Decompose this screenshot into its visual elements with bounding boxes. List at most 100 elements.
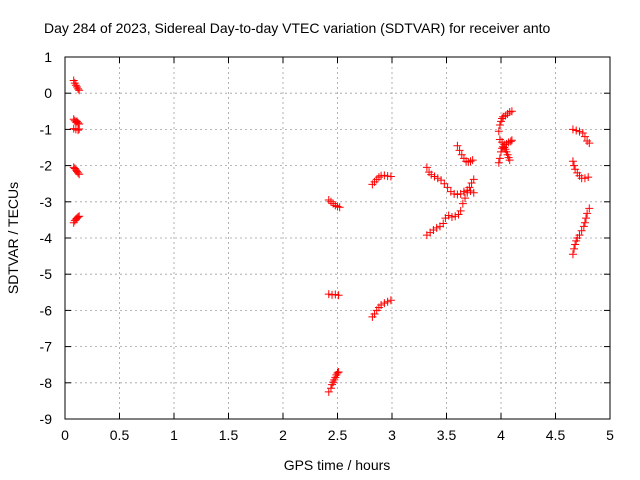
x-tick-label: 3 — [388, 427, 396, 443]
data-point — [585, 139, 594, 148]
data-point — [455, 146, 464, 155]
data-series — [568, 204, 594, 259]
data-point — [374, 173, 383, 182]
data-series — [422, 163, 478, 199]
data-point — [583, 209, 592, 218]
x-tick-label: 1.5 — [219, 427, 239, 443]
y-tick-label: -2 — [40, 158, 53, 174]
x-tick-labels: 0 0.5 1 1.5 2 2.5 3 3.5 4 4.5 5 — [61, 427, 614, 443]
data-point — [333, 369, 342, 378]
data-point — [506, 137, 515, 146]
data-point — [571, 165, 580, 174]
data-point — [326, 197, 335, 206]
data-point — [580, 218, 589, 227]
y-tick-label: -5 — [40, 266, 53, 282]
x-tick-label: 4 — [497, 427, 505, 443]
data-point — [457, 150, 466, 159]
data-point — [377, 300, 386, 309]
data-series — [324, 367, 343, 396]
data-point — [380, 171, 389, 180]
data-series — [568, 157, 593, 183]
data-point — [334, 367, 343, 376]
y-tick-label: -8 — [40, 375, 53, 391]
data-point — [453, 190, 462, 199]
data-marks — [69, 76, 594, 396]
data-point — [432, 223, 441, 232]
data-point — [335, 203, 344, 212]
data-point — [495, 154, 504, 163]
data-point — [74, 213, 83, 222]
data-point — [585, 204, 594, 213]
data-point — [331, 201, 340, 210]
data-point — [326, 384, 335, 393]
x-tick-label: 4.5 — [546, 427, 566, 443]
y-tick-label: -4 — [40, 230, 53, 246]
grid-lines — [65, 57, 610, 419]
y-tick-label: -7 — [40, 339, 53, 355]
data-point — [447, 213, 456, 222]
data-point — [466, 186, 475, 195]
data-series — [69, 163, 84, 179]
data-series — [422, 175, 478, 240]
data-point — [465, 183, 474, 192]
data-series — [324, 290, 343, 300]
data-point — [75, 170, 84, 179]
data-point — [575, 127, 584, 136]
data-point — [331, 290, 340, 299]
data-point — [568, 157, 577, 166]
data-point — [494, 158, 503, 167]
data-point — [324, 195, 333, 204]
y-tick-label: 1 — [44, 49, 52, 65]
data-point — [444, 211, 453, 220]
y-tick-label: -3 — [40, 194, 53, 210]
data-point — [324, 387, 333, 396]
data-point — [582, 214, 591, 223]
data-point — [505, 108, 514, 117]
data-series — [69, 76, 84, 95]
data-point — [427, 170, 436, 179]
data-series — [495, 135, 516, 149]
y-tick-labels: 1 0 -1 -2 -3 -4 -5 -6 -7 -8 -9 — [40, 49, 53, 427]
x-tick-label: 0.5 — [110, 427, 130, 443]
data-point — [468, 156, 477, 165]
data-point — [495, 121, 504, 130]
y-tick-label: 0 — [44, 85, 52, 101]
data-series — [69, 115, 84, 128]
data-point — [570, 244, 579, 253]
y-axis-label: SDTVAR / TECUs — [5, 182, 21, 294]
data-point — [494, 127, 503, 136]
data-point — [572, 126, 581, 135]
data-point — [469, 175, 478, 184]
data-series — [324, 195, 344, 212]
data-point — [568, 250, 577, 259]
x-tick-label: 0 — [61, 427, 69, 443]
x-tick-label: 1 — [170, 427, 178, 443]
data-point — [380, 299, 389, 308]
data-point — [568, 125, 577, 134]
data-point — [74, 84, 83, 93]
data-point — [584, 173, 593, 182]
data-point — [334, 291, 343, 300]
data-series — [69, 212, 84, 227]
data-point — [440, 179, 449, 188]
data-point — [74, 126, 83, 135]
data-point — [75, 212, 84, 221]
data-point — [570, 161, 579, 170]
data-point — [456, 206, 465, 215]
data-point — [505, 156, 514, 165]
chart-title: Day 284 of 2023, Sidereal Day-to-day VTE… — [44, 20, 551, 36]
data-point — [422, 163, 431, 172]
data-point — [463, 188, 472, 197]
data-point — [464, 157, 473, 166]
x-axis-label: GPS time / hours — [284, 457, 391, 473]
y-tick-label: -6 — [40, 302, 53, 318]
y-tick-label: -9 — [40, 411, 53, 427]
data-point — [386, 172, 395, 181]
data-point — [74, 168, 83, 177]
data-series — [368, 296, 395, 321]
data-point — [579, 222, 588, 231]
x-tick-label: 2 — [279, 427, 287, 443]
data-point — [459, 187, 468, 196]
y-tick-label: -1 — [40, 121, 53, 137]
x-tick-label: 5 — [606, 427, 614, 443]
